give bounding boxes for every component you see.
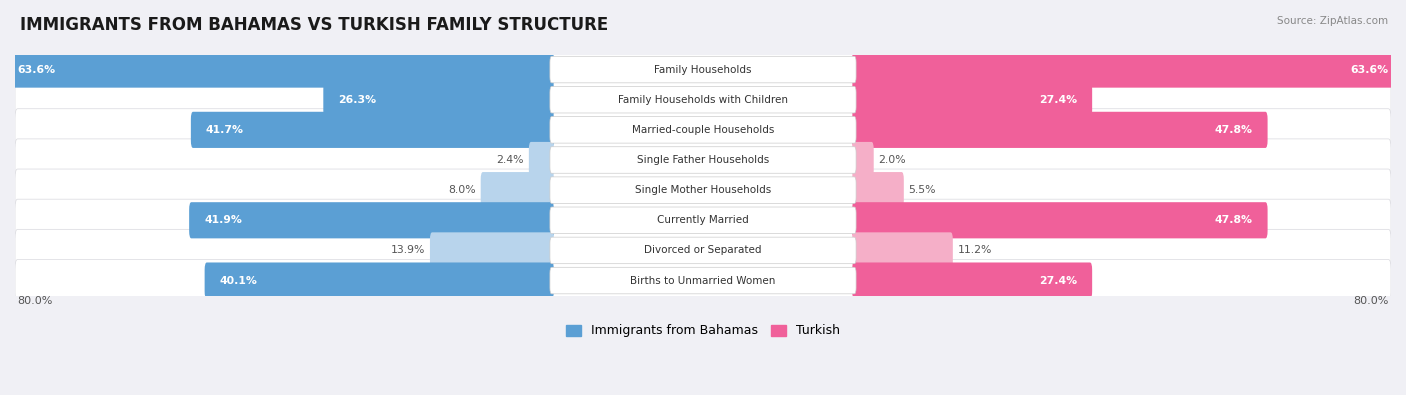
FancyBboxPatch shape <box>3 51 554 88</box>
FancyBboxPatch shape <box>550 237 856 264</box>
FancyBboxPatch shape <box>852 263 1092 299</box>
FancyBboxPatch shape <box>852 232 953 269</box>
Text: Married-couple Households: Married-couple Households <box>631 125 775 135</box>
FancyBboxPatch shape <box>15 229 1391 271</box>
FancyBboxPatch shape <box>15 49 1391 91</box>
Text: 47.8%: 47.8% <box>1215 125 1253 135</box>
Text: 63.6%: 63.6% <box>1350 64 1388 75</box>
FancyBboxPatch shape <box>15 139 1391 181</box>
FancyBboxPatch shape <box>852 172 904 208</box>
FancyBboxPatch shape <box>852 202 1268 238</box>
FancyBboxPatch shape <box>852 112 1268 148</box>
Text: 80.0%: 80.0% <box>18 296 53 306</box>
FancyBboxPatch shape <box>852 142 873 178</box>
Text: Single Father Households: Single Father Households <box>637 155 769 165</box>
FancyBboxPatch shape <box>852 51 1403 88</box>
Text: IMMIGRANTS FROM BAHAMAS VS TURKISH FAMILY STRUCTURE: IMMIGRANTS FROM BAHAMAS VS TURKISH FAMIL… <box>20 16 607 34</box>
FancyBboxPatch shape <box>191 112 554 148</box>
Text: 27.4%: 27.4% <box>1039 95 1077 105</box>
Text: 80.0%: 80.0% <box>1353 296 1388 306</box>
Text: 41.7%: 41.7% <box>205 125 243 135</box>
Text: Divorced or Separated: Divorced or Separated <box>644 245 762 256</box>
FancyBboxPatch shape <box>481 172 554 208</box>
FancyBboxPatch shape <box>15 169 1391 211</box>
FancyBboxPatch shape <box>550 87 856 113</box>
FancyBboxPatch shape <box>205 263 554 299</box>
Text: Family Households with Children: Family Households with Children <box>619 95 787 105</box>
FancyBboxPatch shape <box>15 199 1391 241</box>
FancyBboxPatch shape <box>190 202 554 238</box>
FancyBboxPatch shape <box>550 207 856 233</box>
Text: Single Mother Households: Single Mother Households <box>636 185 770 195</box>
FancyBboxPatch shape <box>852 82 1092 118</box>
FancyBboxPatch shape <box>550 117 856 143</box>
FancyBboxPatch shape <box>529 142 554 178</box>
Text: 8.0%: 8.0% <box>449 185 477 195</box>
Text: 2.4%: 2.4% <box>496 155 524 165</box>
Text: Source: ZipAtlas.com: Source: ZipAtlas.com <box>1277 16 1388 26</box>
FancyBboxPatch shape <box>430 232 554 269</box>
Text: 5.5%: 5.5% <box>908 185 936 195</box>
Text: 41.9%: 41.9% <box>204 215 242 225</box>
Text: 2.0%: 2.0% <box>879 155 905 165</box>
Text: Births to Unmarried Women: Births to Unmarried Women <box>630 276 776 286</box>
FancyBboxPatch shape <box>15 260 1391 302</box>
FancyBboxPatch shape <box>550 267 856 294</box>
FancyBboxPatch shape <box>550 56 856 83</box>
Text: Currently Married: Currently Married <box>657 215 749 225</box>
FancyBboxPatch shape <box>323 82 554 118</box>
Text: 27.4%: 27.4% <box>1039 276 1077 286</box>
Text: Family Households: Family Households <box>654 64 752 75</box>
FancyBboxPatch shape <box>15 79 1391 121</box>
FancyBboxPatch shape <box>550 147 856 173</box>
Text: 63.6%: 63.6% <box>18 64 56 75</box>
FancyBboxPatch shape <box>15 109 1391 151</box>
Text: 47.8%: 47.8% <box>1215 215 1253 225</box>
Legend: Immigrants from Bahamas, Turkish: Immigrants from Bahamas, Turkish <box>561 320 845 342</box>
Text: 26.3%: 26.3% <box>339 95 377 105</box>
Text: 40.1%: 40.1% <box>219 276 257 286</box>
FancyBboxPatch shape <box>550 177 856 203</box>
Text: 13.9%: 13.9% <box>391 245 425 256</box>
Text: 11.2%: 11.2% <box>957 245 993 256</box>
